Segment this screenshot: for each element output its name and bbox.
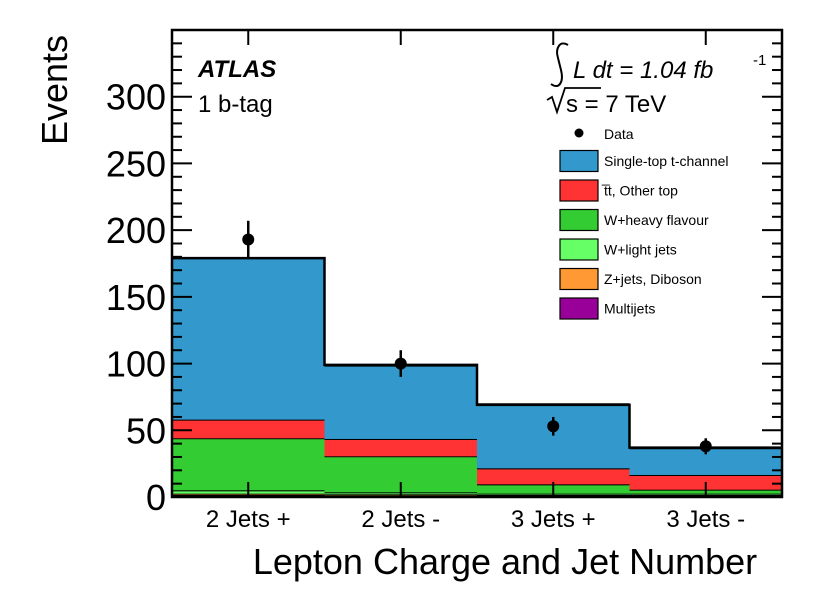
data-point (242, 233, 255, 246)
legend-data-marker (574, 128, 584, 138)
data-points (242, 220, 712, 455)
data-point (394, 357, 407, 370)
bar-t-t-other-top (172, 419, 325, 439)
legend-swatch (559, 267, 599, 291)
y-tick-label: 250 (106, 143, 166, 184)
legend-label: t̅t, Other top (601, 183, 678, 199)
data-point (547, 420, 560, 433)
integral-sign-icon (550, 42, 569, 88)
luminosity-annotation: L dt = 1.04 fb -1 (550, 42, 766, 88)
y-tick-label: 150 (106, 277, 166, 318)
energy-label: s = 7 TeV (566, 91, 666, 118)
bar-single-top-t-channel (477, 404, 630, 469)
total-outline (172, 256, 782, 449)
x-tick-label: 2 Jets + (206, 506, 291, 533)
legend-label: Single-top t-channel (604, 153, 729, 169)
selection-label: 1 b-tag (198, 91, 273, 118)
y-tick-label: 200 (106, 210, 166, 251)
legend-swatch (559, 149, 599, 173)
x-axis: 2 Jets + 2 Jets - 3 Jets + 3 Jets - (206, 30, 745, 533)
y-axis: 0 50 100 150 200 250 300 (106, 29, 782, 518)
y-tick-label: 0 (146, 477, 166, 518)
data-point (699, 440, 712, 453)
y-tick-label: 300 (106, 77, 166, 118)
legend-label: Z+jets, Diboson (604, 271, 702, 287)
legend-swatch (559, 297, 599, 320)
x-tick-label: 2 Jets - (361, 506, 440, 533)
bar-single-top-t-channel (172, 258, 325, 420)
plot-frame (170, 28, 784, 499)
x-axis-label: Lepton Charge and Jet Number (253, 541, 757, 582)
legend-swatch (559, 208, 599, 232)
legend-label: W+light jets (604, 242, 677, 258)
legend-swatch (559, 238, 599, 261)
legend-swatch (559, 179, 599, 202)
x-tick-label: 3 Jets + (511, 506, 596, 533)
y-tick-label: 50 (126, 410, 166, 451)
bar-w-heavy-flavour (172, 438, 325, 491)
luminosity-exponent: -1 (753, 52, 766, 69)
legend: Data Single-top t-channel t̅t, Other top W+… (559, 126, 729, 320)
legend-label: Data (604, 126, 634, 142)
total-stack-outline (172, 256, 782, 449)
legend-label: W+heavy flavour (604, 212, 709, 228)
y-tick-label: 100 (106, 344, 166, 385)
luminosity-label: L dt = 1.04 fb (573, 57, 713, 84)
bar-single-top-t-channel (324, 365, 477, 439)
x-tick-label: 3 Jets - (666, 506, 745, 533)
sqrt-sign-icon (546, 87, 601, 115)
legend-label: Multijets (604, 301, 655, 317)
bar-t-t-other-top (324, 438, 477, 457)
experiment-label: ATLAS (197, 56, 276, 83)
y-axis-label: Events (34, 35, 75, 145)
energy-annotation: s = 7 TeV (546, 87, 666, 118)
bar-t-t-other-top (477, 468, 630, 485)
